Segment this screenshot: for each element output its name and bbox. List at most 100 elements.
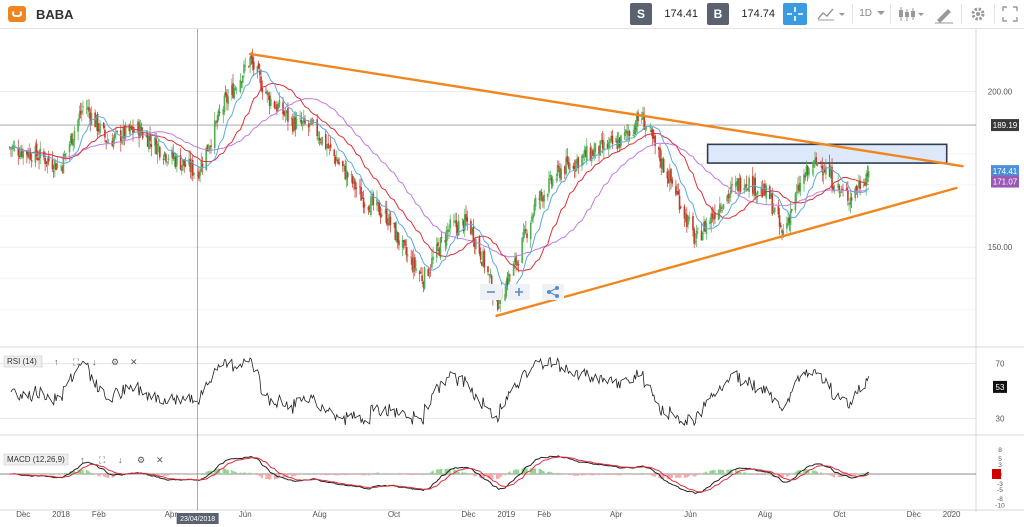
candle-body (787, 218, 789, 226)
trendlines[interactable] (248, 52, 964, 318)
close-icon[interactable]: ✕ (156, 455, 164, 465)
candle-body (737, 178, 739, 192)
move-down-icon[interactable]: ↓ (92, 357, 97, 367)
candle-body (505, 281, 508, 297)
symbol-name[interactable]: BABA (36, 7, 74, 22)
candle-body (598, 145, 600, 155)
candle-body (396, 231, 399, 243)
price-marker-label: 171.07 (993, 178, 1018, 187)
candle-body (771, 193, 774, 215)
candle-body (573, 166, 576, 169)
candle-body (866, 172, 869, 177)
candle-body (276, 104, 278, 112)
candle-body (566, 156, 569, 163)
candle-body (82, 106, 84, 108)
chart-type-icon[interactable] (815, 3, 847, 25)
indicator-labels: RSI (14) ↑ ⛶ ↓ ⚙ ✕ MACD (12,26,9) ↑ ⛶ ↓ ⚙ ✕ (3, 355, 164, 466)
candle-body (456, 225, 459, 234)
gear-icon[interactable]: ⚙ (137, 455, 145, 465)
candle-body (842, 188, 844, 190)
candle-body (496, 294, 499, 310)
close-icon[interactable]: ✕ (130, 357, 138, 367)
candle-body (89, 112, 92, 123)
candle-body (755, 193, 758, 195)
macd-tick-label: 5 (998, 456, 1002, 463)
time-tick-label: Dec (461, 510, 475, 519)
zoom-in-button[interactable] (508, 284, 530, 300)
candle-body (90, 112, 93, 125)
timeframe-dropdown[interactable]: 1D (858, 3, 886, 25)
buy-button[interactable]: B (707, 3, 729, 25)
macd-title: MACD (12,26,9) (7, 455, 65, 464)
candle-body (176, 154, 178, 166)
candle-body (668, 170, 671, 183)
sell-button[interactable]: S (630, 3, 652, 25)
candles-icon[interactable] (895, 3, 925, 25)
fullscreen-icon[interactable] (999, 3, 1021, 25)
move-up-icon[interactable]: ↑ (54, 357, 59, 367)
candle-body (455, 220, 458, 228)
candle-body (487, 266, 489, 273)
candle-body (839, 191, 842, 193)
candle-body (736, 181, 738, 186)
candle-body (676, 191, 678, 193)
maximize-icon[interactable]: ⛶ (98, 455, 106, 465)
gear-icon[interactable]: ⚙ (111, 357, 119, 367)
candle-body (820, 162, 822, 164)
candle-body (163, 152, 166, 158)
candle-body (183, 159, 186, 166)
crosshair-icon[interactable] (783, 3, 807, 25)
candle-body (80, 110, 83, 114)
candle-body (335, 159, 338, 161)
candle-body (282, 102, 284, 115)
candle-body (418, 271, 421, 274)
candle-body (798, 184, 800, 192)
candle-body (368, 211, 371, 213)
move-down-icon[interactable]: ↓ (118, 455, 123, 465)
candle-body (384, 209, 387, 214)
candle-body (370, 196, 372, 215)
candle-body (449, 219, 451, 229)
candle-body (729, 186, 732, 195)
candle-body (687, 216, 689, 225)
candle-body (534, 197, 537, 207)
candle-body (683, 206, 686, 219)
candle-body (123, 126, 126, 139)
candle-body (248, 66, 250, 67)
candle-body (381, 215, 383, 216)
candle-body (193, 173, 195, 175)
candle-body (804, 175, 806, 178)
candle-body (317, 138, 320, 139)
move-up-icon[interactable]: ↑ (80, 455, 85, 465)
candle-body (159, 146, 161, 158)
candle-body (576, 158, 578, 164)
candle-body (234, 87, 237, 90)
candle-body (849, 197, 852, 206)
candle-body (692, 216, 694, 230)
candle-body (761, 189, 764, 197)
resistance-zone[interactable] (706, 143, 948, 164)
candle-body (788, 217, 791, 224)
candle-body (837, 183, 839, 188)
time-tick-label: Oct (833, 510, 846, 519)
zoom-out-button[interactable] (480, 284, 502, 300)
zoom-controls[interactable] (480, 284, 564, 300)
share-button[interactable] (542, 284, 564, 300)
candle-body (538, 198, 541, 200)
candle-body (626, 131, 628, 133)
candle-body (410, 256, 412, 258)
settings-icon[interactable] (966, 3, 990, 25)
candle-body (830, 169, 832, 178)
candle-body (855, 185, 858, 191)
candle-body (688, 217, 691, 220)
rsi-tick-label: 30 (996, 414, 1005, 423)
candle-body (644, 127, 647, 130)
candle-body (854, 188, 857, 199)
candle-body (697, 228, 699, 230)
candle-body (22, 150, 24, 158)
maximize-icon[interactable]: ⛶ (72, 357, 80, 367)
rsi-title: RSI (14) (7, 357, 37, 366)
draw-icon[interactable] (932, 3, 956, 25)
candle-body (521, 238, 523, 264)
